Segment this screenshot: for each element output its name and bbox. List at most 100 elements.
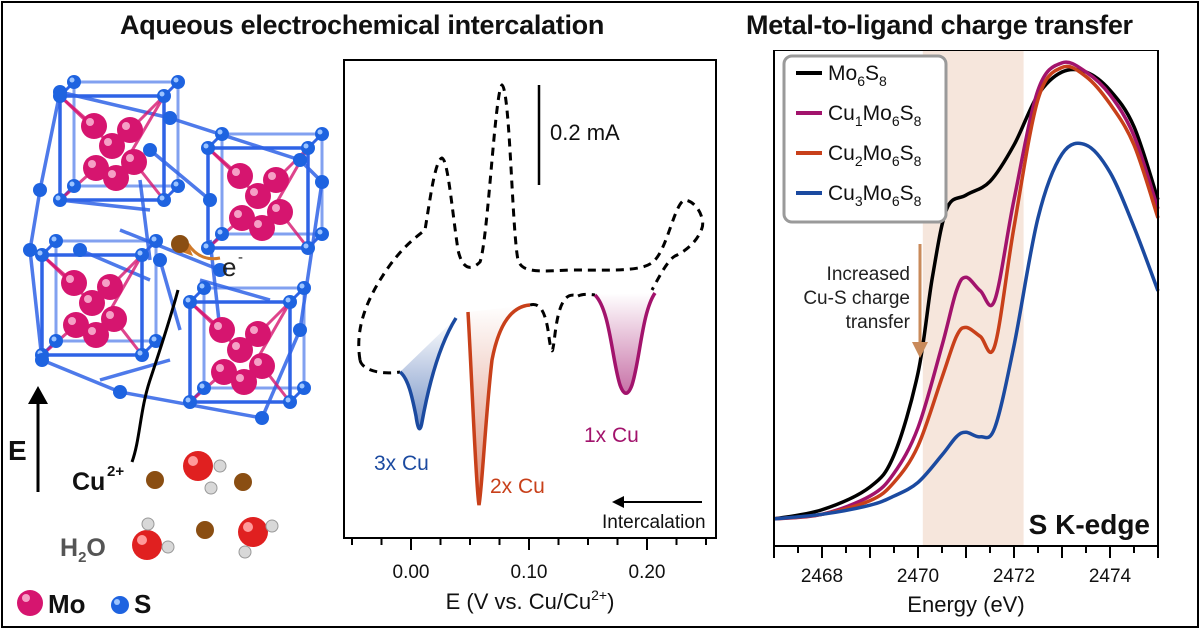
- peak-line-2x: [466, 303, 531, 506]
- intercalation-label: Intercalation: [602, 512, 706, 533]
- insertion-path-line: [130, 289, 180, 463]
- s-atom-highlight: [151, 336, 157, 342]
- s-atom-highlight: [317, 229, 323, 235]
- s-atom-highlight: [51, 236, 57, 242]
- lattice-bond: [169, 116, 301, 162]
- s-atom: [201, 141, 215, 155]
- legend-label-2: Cu2Mo6S8: [828, 142, 922, 169]
- peak-line-3x: [398, 317, 458, 431]
- cv-tick-label-1: 0.10: [511, 562, 548, 583]
- mo-atom-highlight: [66, 275, 74, 283]
- s-atom: [135, 248, 149, 262]
- field-label: E: [8, 435, 27, 466]
- s-atom-highlight: [203, 143, 209, 149]
- s-atom-highlight: [303, 143, 309, 149]
- annotation-line-3: transfer: [846, 312, 911, 333]
- s-atom-highlight: [55, 195, 61, 201]
- mo-atom: [79, 290, 105, 316]
- electron-transfer-annotation: e -: [182, 243, 243, 282]
- lattice-bond: [38, 91, 62, 191]
- s-atom-highlight: [69, 77, 75, 83]
- cv-plot-frame: [343, 59, 717, 539]
- charge-transfer-annotation: Increased Cu-S charge transfer: [803, 244, 928, 358]
- xanes-series-line-2: [773, 64, 1160, 521]
- water-molecule-1: [183, 451, 227, 495]
- s-atom: [215, 227, 229, 241]
- mo-atom: [83, 322, 109, 348]
- s-atom: [255, 411, 269, 425]
- cu-ion-2: [234, 473, 252, 491]
- s-atom: [157, 193, 171, 207]
- xanes-tick-label-3: 2474: [1089, 566, 1132, 587]
- s-atom: [297, 281, 311, 295]
- peak-label-3x: 3x Cu: [374, 452, 429, 475]
- mo-atom-highlight: [68, 317, 76, 325]
- s-atom: [201, 241, 215, 255]
- lattice-bond: [148, 148, 212, 202]
- cv-anodic-dashed-trace: [357, 83, 705, 361]
- mo-atom: [249, 215, 275, 241]
- s-atom: [315, 127, 329, 141]
- mo-atom-highlight: [126, 154, 134, 162]
- cv-tick-label-0: 0.00: [393, 562, 430, 583]
- s-atom: [53, 193, 67, 207]
- water-molecule-2: [132, 517, 175, 560]
- cv-x-axis-label: E (V vs. Cu/Cu2+): [446, 587, 615, 614]
- s-atom: [153, 253, 167, 267]
- electron-label: e: [222, 252, 236, 282]
- s-atom-highlight: [217, 129, 223, 135]
- s-atom-highlight: [285, 297, 291, 303]
- annotation-line-2: Cu-S charge: [803, 288, 910, 309]
- s-atom-highlight: [299, 383, 305, 389]
- xanes-series-line-1: [773, 60, 1160, 521]
- mo-atom-highlight: [250, 326, 258, 334]
- lattice-bond: [28, 189, 42, 251]
- mo-atom: [81, 113, 107, 139]
- s-atom-highlight: [173, 181, 179, 187]
- intercalation-arrow: [612, 496, 702, 508]
- mo-atom-highlight: [122, 122, 130, 130]
- s-atom: [135, 348, 149, 362]
- cv-cathodic-dashed-mid: [529, 293, 579, 353]
- mo-atom: [99, 133, 125, 159]
- lattice-bond: [28, 249, 44, 361]
- mo-atom-highlight: [254, 220, 262, 228]
- mo-atom: [103, 165, 129, 191]
- s-atom: [283, 295, 297, 309]
- s-atom: [213, 263, 227, 277]
- cu-ion-1: [146, 471, 164, 489]
- s-atom-highlight: [185, 297, 191, 303]
- s-atom: [67, 75, 81, 89]
- lattice-bond: [199, 278, 271, 302]
- peak-fill-1x: [595, 293, 655, 394]
- cv-plot: 0.2 mA 3x Cu 2x Cu 1x Cu Intercalation 0…: [343, 59, 717, 614]
- mo-atom: [231, 369, 257, 395]
- s-atom: [149, 234, 163, 248]
- mo-atom: [61, 270, 87, 296]
- crystal-structure-illustration: e - E Cu 2+: [8, 75, 329, 619]
- mo-atom-highlight: [216, 364, 224, 372]
- mo-atom-highlight: [232, 168, 240, 176]
- lattice-atoms: [23, 75, 329, 425]
- s-atom: [143, 143, 157, 157]
- s-atom: [197, 281, 211, 295]
- s-atom-highlight: [137, 350, 143, 356]
- mo-atom: [245, 183, 271, 209]
- peak-line-1x: [593, 292, 657, 395]
- mo-atom-highlight: [232, 342, 240, 350]
- s-atom: [283, 395, 297, 409]
- water-molecule-3: [238, 517, 279, 559]
- mo-atom-highlight: [250, 188, 258, 196]
- cv-tick-label-2: 0.20: [629, 562, 666, 583]
- lattice-bond: [208, 239, 222, 331]
- mo-atom-highlight: [214, 322, 222, 330]
- s-atom: [67, 179, 81, 193]
- s-atom: [35, 248, 49, 262]
- water-label: H2O: [60, 534, 106, 566]
- mo-atom-highlight: [86, 118, 94, 126]
- mo-atom-highlight: [88, 160, 96, 168]
- s-atom: [203, 193, 217, 207]
- xanes-series-line-0: [773, 67, 1160, 521]
- s-atom: [73, 243, 87, 257]
